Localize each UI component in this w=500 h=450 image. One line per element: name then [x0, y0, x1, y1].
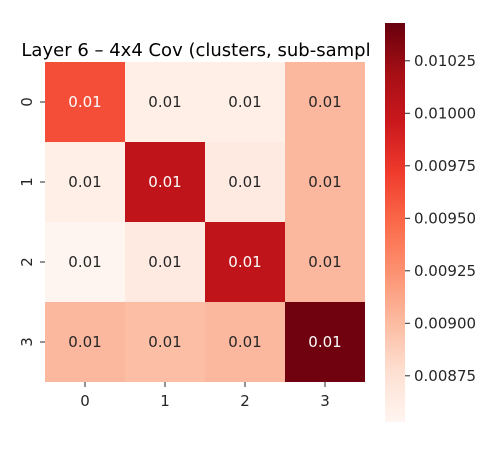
cell-value-label: 0.01 — [68, 173, 101, 191]
cell-value-label: 0.01 — [228, 173, 261, 191]
cell-value-label: 0.01 — [308, 93, 341, 111]
cell-value-label: 0.01 — [148, 93, 181, 111]
cell-value-label: 0.01 — [148, 173, 181, 191]
heatmap-cell — [45, 62, 125, 142]
y-tick-label: 3 — [18, 337, 36, 347]
heatmap-cell — [285, 62, 365, 142]
cell-value-label: 0.01 — [228, 333, 261, 351]
cell-value-label: 0.01 — [68, 253, 101, 271]
heatmap-cell — [125, 222, 205, 302]
heatmap-cell — [125, 302, 205, 382]
cell-value-label: 0.01 — [148, 253, 181, 271]
cell-value-label: 0.01 — [308, 253, 341, 271]
x-tick-label: 3 — [320, 392, 330, 410]
x-tick-label: 1 — [160, 392, 170, 410]
y-tick-label: 2 — [18, 257, 36, 267]
colorbar-tick-label: 0.00900 — [414, 314, 476, 332]
heatmap-cell — [205, 302, 285, 382]
chart-title: Layer 6 – 4x4 Cov (clusters, sub-sampl — [21, 40, 370, 61]
x-tick-label: 2 — [240, 392, 250, 410]
x-tick-label: 0 — [80, 392, 90, 410]
x-axis-ticks: 0 1 2 3 — [80, 382, 330, 410]
colorbar-tick-label: 0.01000 — [414, 104, 476, 122]
colorbar-tick-label: 0.00875 — [414, 367, 476, 385]
colorbar-tick-label: 0.00950 — [414, 209, 476, 227]
heatmap-cell — [205, 62, 285, 142]
colorbar: 0.00875 0.00900 0.00925 0.00950 0.00975 0.010… — [385, 23, 476, 422]
heatmap-cell — [205, 222, 285, 302]
heatmap-cell — [45, 302, 125, 382]
y-tick-label: 0 — [18, 97, 36, 107]
heatmap-cell — [125, 142, 205, 222]
cell-value-label: 0.01 — [308, 333, 341, 351]
colorbar-tick-label: 0.00975 — [414, 157, 476, 175]
heatmap-cell — [285, 142, 365, 222]
heatmap-cell — [45, 222, 125, 302]
heatmap-cells: 0.01 0.01 0.01 0.01 0.01 0.01 0.01 0.01 0.01 0.01… — [45, 62, 365, 382]
colorbar-tick-label: 0.01025 — [414, 52, 476, 70]
heatmap-cell — [205, 142, 285, 222]
cell-value-label: 0.01 — [228, 253, 261, 271]
colorbar-gradient — [385, 23, 405, 422]
colorbar-tick-label: 0.00925 — [414, 262, 476, 280]
cell-value-label: 0.01 — [68, 333, 101, 351]
cell-value-label: 0.01 — [68, 93, 101, 111]
cell-value-label: 0.01 — [148, 333, 181, 351]
cell-value-label: 0.01 — [308, 173, 341, 191]
y-tick-label: 1 — [18, 177, 36, 187]
heatmap-cell — [125, 62, 205, 142]
cell-value-label: 0.01 — [228, 93, 261, 111]
heatmap-cell — [45, 142, 125, 222]
heatmap-cell — [285, 302, 365, 382]
y-axis-ticks: 0 1 2 3 — [18, 97, 45, 347]
heatmap-cell — [285, 222, 365, 302]
